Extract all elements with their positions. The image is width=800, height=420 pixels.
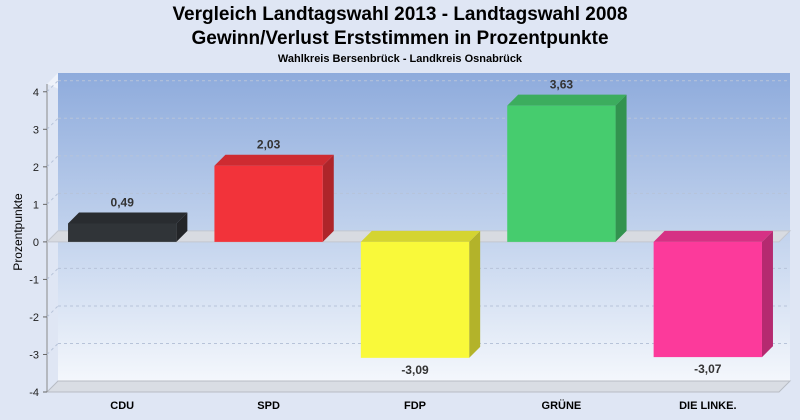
- data-label: -3,07: [694, 362, 722, 376]
- data-label: 2,03: [257, 138, 281, 152]
- grid-line: [46, 305, 59, 318]
- grid-line: [46, 117, 59, 130]
- bar-front: [653, 241, 762, 358]
- bar-top: [68, 212, 188, 224]
- data-label: 0,49: [111, 195, 135, 209]
- x-axis-ticks: CDU SPD FDP GRÜNE DIE LINKE.: [110, 399, 736, 412]
- y-tick-label: 0: [33, 237, 39, 249]
- bar-die-linke-: -3,07: [653, 230, 773, 376]
- bar-top: [360, 230, 481, 242]
- y-tick-label: 3: [33, 124, 39, 136]
- chart-subtitle: Gewinn/Verlust Erststimmen in Prozentpun…: [191, 28, 609, 49]
- grid-line: [46, 192, 59, 205]
- grid-line: [46, 80, 59, 93]
- y-axis-label: Prozentpunkte: [11, 193, 25, 271]
- x-tick-label: CDU: [110, 400, 134, 412]
- y-tick-label: -3: [29, 349, 39, 361]
- bar-side: [761, 230, 773, 358]
- grid-line: [46, 343, 59, 355]
- data-label: -3,09: [401, 363, 429, 377]
- bar-side: [322, 154, 334, 242]
- data-label: 3,63: [550, 78, 574, 92]
- y-axis-ticks: 4 3 2 1 0 -1 -2 -3 -4: [29, 87, 47, 399]
- chart-caption: Wahlkreis Bersenbrück - Landkreis Osnabr…: [277, 53, 523, 65]
- bar-grüne: 3,63: [507, 78, 627, 242]
- bar-front: [360, 241, 470, 358]
- y-tick-label: -4: [29, 387, 39, 399]
- bar-top: [507, 94, 627, 106]
- x-tick-label: SPD: [257, 400, 280, 412]
- plot-floor: [45, 380, 792, 393]
- chart-title: Vergleich Landtagswahl 2013 - Landtagswa…: [172, 4, 628, 25]
- bar-side: [615, 94, 627, 242]
- grid-line: [46, 268, 59, 280]
- bar-front: [214, 165, 323, 242]
- bar-cdu: 0,49: [68, 195, 188, 242]
- bars: 0,49 2,03 -3,09 3,63 -3,07: [68, 78, 773, 377]
- grid-line: [46, 155, 59, 168]
- bar-front: [68, 223, 177, 242]
- y-tick-label: -2: [29, 312, 39, 324]
- bar-fdp: -3,09: [360, 230, 481, 377]
- bar-front: [507, 105, 616, 242]
- x-tick-label: FDP: [404, 400, 426, 412]
- bar-side: [469, 230, 481, 358]
- y-tick-label: 2: [33, 162, 39, 174]
- y-tick-label: 1: [33, 199, 39, 211]
- bar-top: [653, 230, 773, 242]
- x-tick-label: DIE LINKE.: [679, 400, 736, 412]
- y-tick-label: 4: [33, 87, 39, 99]
- x-tick-label: GRÜNE: [542, 399, 582, 412]
- bar-side: [176, 212, 188, 242]
- bar-top: [214, 154, 334, 166]
- bar-spd: 2,03: [214, 138, 334, 242]
- y-tick-label: -1: [29, 274, 39, 286]
